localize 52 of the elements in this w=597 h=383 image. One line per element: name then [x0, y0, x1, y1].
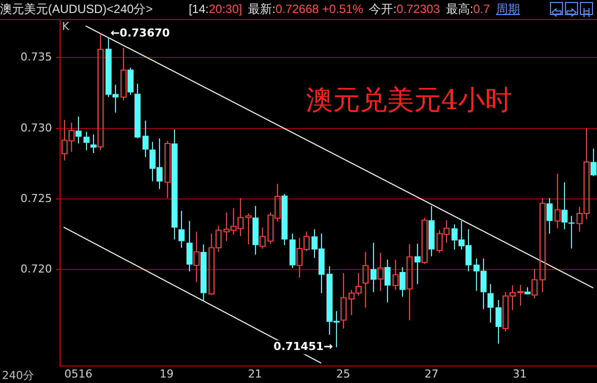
candlestick — [194, 231, 200, 283]
text: 澳元兑美元4小时 — [306, 84, 512, 118]
candlestick — [370, 242, 376, 293]
x-tick-label: 27 — [424, 367, 438, 380]
candlestick — [340, 272, 346, 329]
candlestick — [120, 47, 126, 101]
candlestick — [590, 148, 596, 177]
candlestick — [532, 268, 538, 299]
candlestick — [84, 131, 90, 151]
text: 周期 — [496, 2, 520, 16]
x-tick-label: 31 — [512, 367, 527, 380]
annotation: K — [62, 20, 70, 33]
candlestick — [362, 251, 368, 308]
text: [14:20:30] — [188, 2, 242, 16]
text: 最新:0.72668 +0.51% — [248, 2, 364, 16]
candlestick — [378, 252, 384, 292]
text: 最高:0.7 — [446, 2, 490, 16]
candlestick — [142, 120, 148, 158]
candlestick — [392, 259, 398, 290]
y-tick-label: 0.725 — [20, 192, 52, 205]
chart-subtitle: 澳元美元(AUDUSD)<240分> — [0, 2, 153, 16]
candlestick — [540, 198, 546, 293]
candlestick — [406, 244, 412, 321]
candlestick — [562, 182, 568, 230]
candlestick — [90, 134, 96, 154]
x-tick-label: 25 — [336, 367, 350, 380]
x-tick-label: 21 — [248, 367, 262, 380]
x-tick-label: 0516 — [64, 367, 92, 380]
candlestick — [518, 284, 524, 306]
y-tick-label: 0.735 — [20, 50, 52, 64]
text: 今开:0.72303 — [369, 2, 440, 16]
candlestick — [164, 140, 170, 199]
candlestick — [496, 299, 502, 344]
candlestick — [98, 33, 104, 151]
y-tick-label: 0.730 — [20, 121, 52, 134]
candlestick — [260, 227, 266, 250]
candlestick — [488, 284, 494, 324]
candlestick — [178, 210, 184, 248]
annotation: ←0.73670 — [110, 26, 170, 40]
annotation: 0.71451→ — [274, 340, 333, 354]
y-tick-label: 0.720 — [20, 262, 52, 276]
x-axis-title: 240分 — [2, 368, 34, 383]
candlestick — [554, 173, 560, 229]
candlestick — [400, 266, 406, 298]
candlestick — [128, 67, 134, 96]
candlestick — [546, 198, 552, 234]
candlestick — [186, 220, 192, 272]
x-tick-label: 19 — [160, 367, 174, 380]
candlestick — [414, 243, 420, 285]
candlestick — [246, 212, 252, 245]
candlestick — [384, 259, 390, 303]
candlestick — [76, 116, 82, 144]
